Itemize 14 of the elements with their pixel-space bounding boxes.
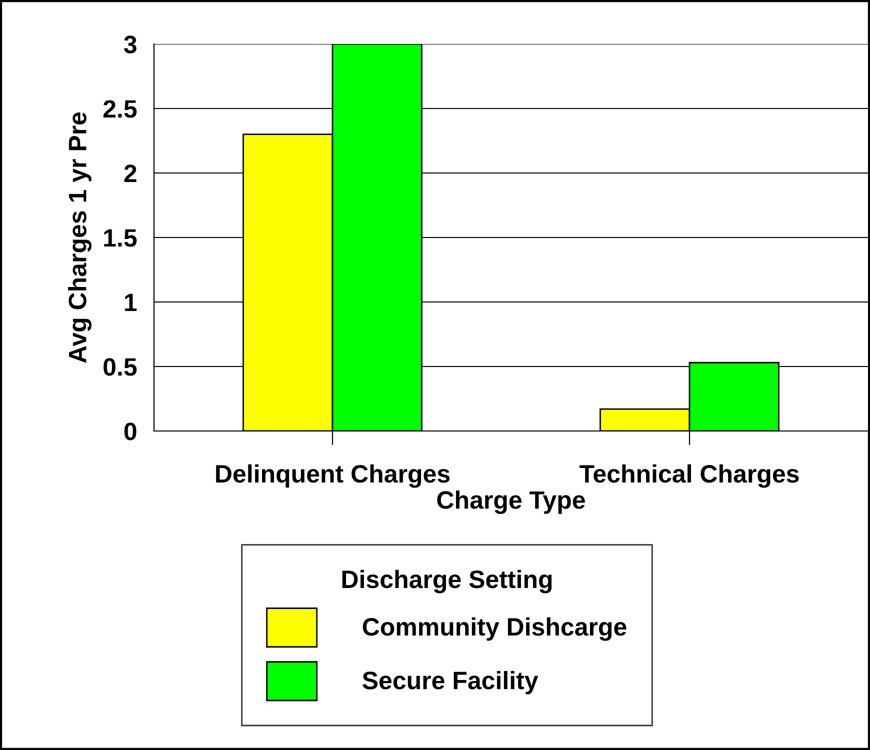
y-tick-label: 2.5 — [103, 100, 137, 118]
y-tick-label: 0 — [124, 422, 136, 440]
y-tick-label: 1 — [125, 294, 137, 312]
y-tick-label: 3 — [124, 36, 136, 54]
legend-label: Community Dishcarge — [362, 617, 626, 641]
y-tick-label: 0.5 — [104, 358, 137, 376]
x-tick-label: Technical Charges — [580, 464, 799, 488]
x-tick-label: Delinquent Charges — [216, 464, 450, 488]
y-axis-title: Avg Charges 1 yr Pre — [68, 112, 92, 363]
y-tick-label: 2 — [124, 164, 136, 182]
x-axis-title: Charge Type — [437, 490, 585, 514]
legend-title: Discharge Setting — [342, 570, 552, 594]
legend-label: Secure Facility — [362, 671, 538, 694]
y-tick-label: 1.5 — [104, 229, 137, 247]
